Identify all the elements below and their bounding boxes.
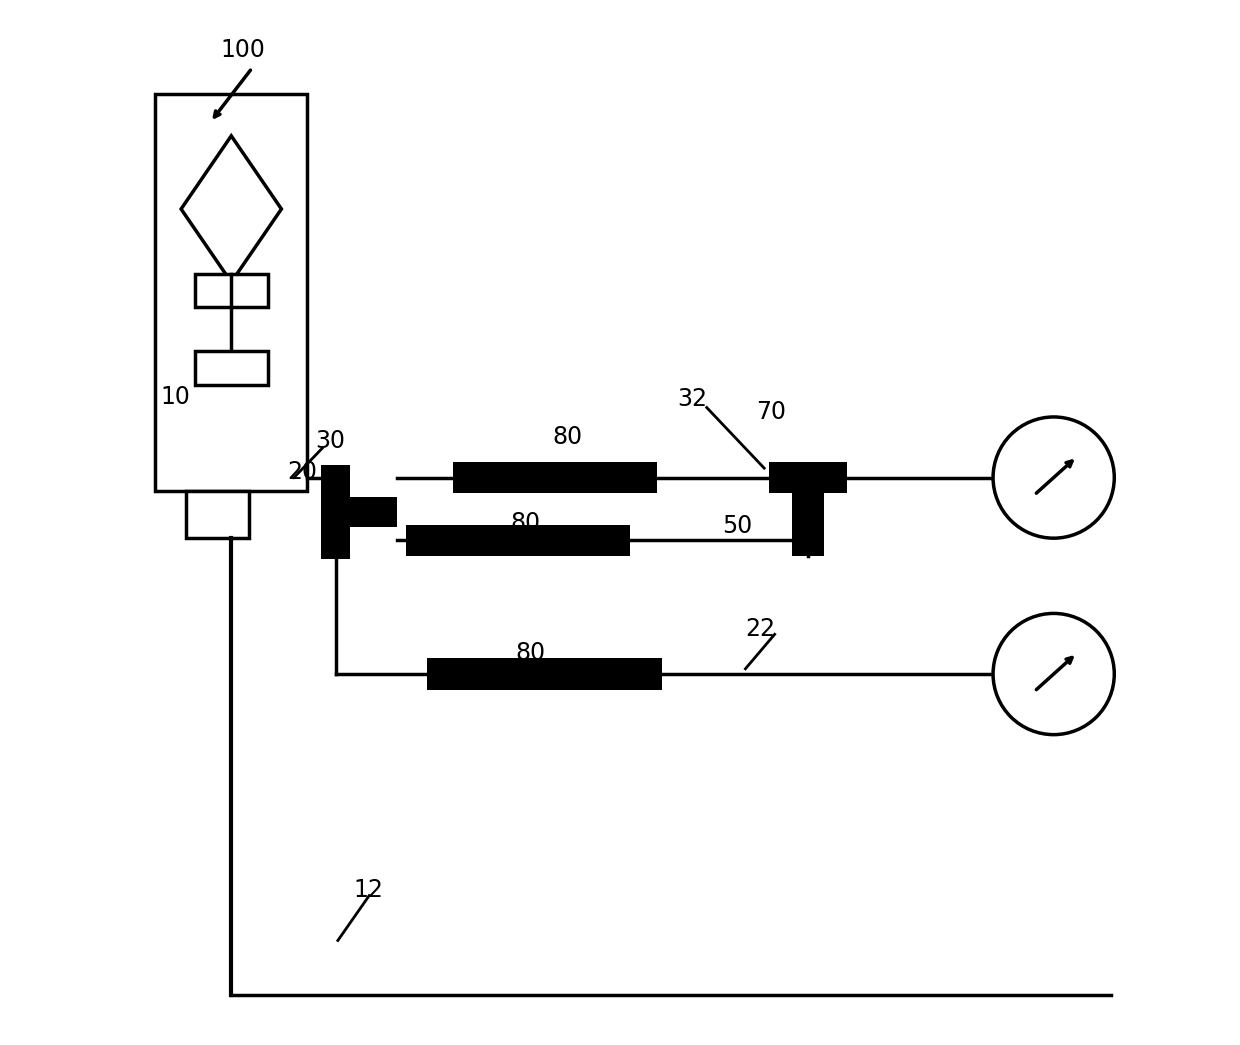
Bar xyxy=(453,462,656,493)
Text: 50: 50 xyxy=(723,514,753,537)
Bar xyxy=(405,525,630,556)
Text: 70: 70 xyxy=(756,400,786,423)
Polygon shape xyxy=(181,136,281,282)
Bar xyxy=(792,478,823,556)
Text: 100: 100 xyxy=(221,39,265,62)
Bar xyxy=(769,462,847,493)
Text: 32: 32 xyxy=(677,388,708,411)
Text: 12: 12 xyxy=(353,879,383,902)
Text: 20: 20 xyxy=(288,461,317,484)
Bar xyxy=(155,94,306,491)
Text: 80: 80 xyxy=(516,642,546,665)
Bar xyxy=(195,351,268,385)
Bar xyxy=(427,658,662,690)
Circle shape xyxy=(993,417,1115,538)
Text: 30: 30 xyxy=(315,429,345,452)
Bar xyxy=(321,465,351,559)
Circle shape xyxy=(993,613,1115,735)
Bar xyxy=(186,491,249,538)
Text: 80: 80 xyxy=(511,511,541,534)
Text: 10: 10 xyxy=(160,386,190,409)
Text: 22: 22 xyxy=(745,618,775,641)
Text: 70: 70 xyxy=(336,501,366,524)
Bar xyxy=(351,497,397,527)
Bar xyxy=(195,274,268,307)
Text: 80: 80 xyxy=(552,425,583,448)
